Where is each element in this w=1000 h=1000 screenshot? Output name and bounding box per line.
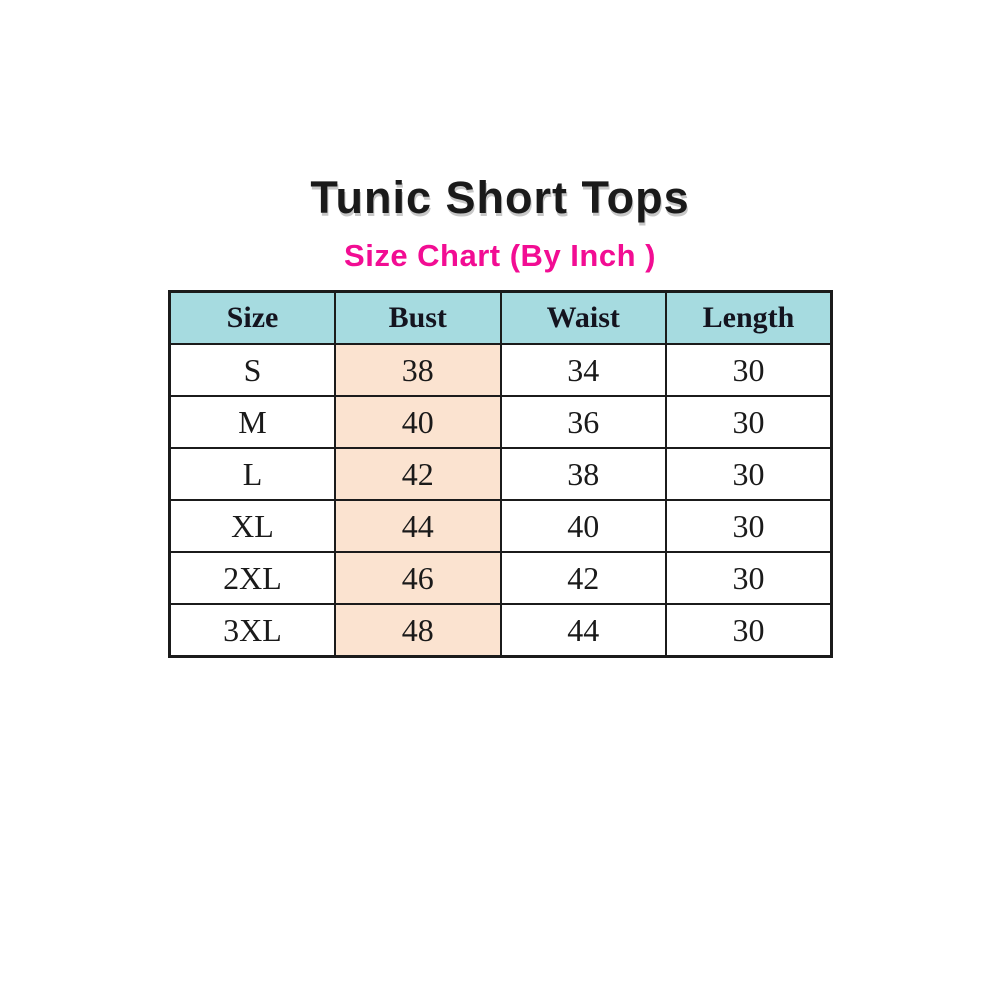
column-header-waist: Waist [499, 290, 667, 345]
cell-length: 30 [665, 447, 833, 501]
cell-size: L [168, 447, 336, 501]
cell-length: 30 [665, 603, 833, 658]
cell-size: XL [168, 499, 336, 553]
cell-waist: 38 [499, 447, 667, 501]
table-row-3xl: 3XL 48 44 30 [168, 603, 833, 658]
cell-length: 30 [665, 551, 833, 605]
column-header-size: Size [168, 290, 336, 345]
cell-waist: 42 [499, 551, 667, 605]
cell-size: S [168, 343, 336, 397]
table-row-xl: XL 44 40 30 [168, 499, 833, 553]
cell-bust: 48 [334, 603, 502, 658]
cell-waist: 36 [499, 395, 667, 449]
cell-length: 30 [665, 499, 833, 553]
table-row-s: S 38 34 30 [168, 343, 833, 397]
page-subtitle: Size Chart (By Inch ) [344, 238, 656, 273]
cell-bust: 42 [334, 447, 502, 501]
table-header-row: Size Bust Waist Length [168, 290, 833, 345]
table-row-l: L 42 38 30 [168, 447, 833, 501]
column-header-length: Length [665, 290, 833, 345]
cell-length: 30 [665, 395, 833, 449]
size-chart-table: Size Bust Waist Length S 38 34 30 M 40 3… [168, 290, 833, 658]
table-row-2xl: 2XL 46 42 30 [168, 551, 833, 605]
cell-waist: 40 [499, 499, 667, 553]
cell-length: 30 [665, 343, 833, 397]
cell-size: 3XL [168, 603, 336, 658]
column-header-bust: Bust [334, 290, 502, 345]
cell-size: M [168, 395, 336, 449]
cell-waist: 34 [499, 343, 667, 397]
cell-size: 2XL [168, 551, 336, 605]
cell-waist: 44 [499, 603, 667, 658]
cell-bust: 38 [334, 343, 502, 397]
table-row-m: M 40 36 30 [168, 395, 833, 449]
cell-bust: 44 [334, 499, 502, 553]
cell-bust: 46 [334, 551, 502, 605]
page-title: Tunic Short Tops [310, 172, 690, 223]
cell-bust: 40 [334, 395, 502, 449]
